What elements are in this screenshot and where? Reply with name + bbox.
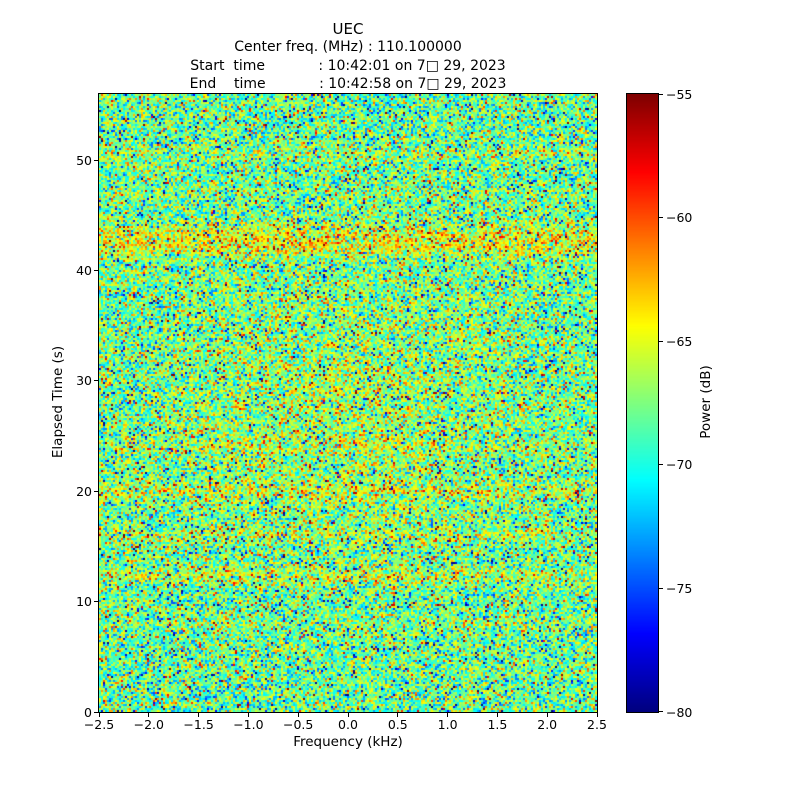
y-tick-label: 0 <box>84 704 92 720</box>
colorbar-tick-label: −75 <box>666 580 693 596</box>
x-tick <box>596 713 598 717</box>
colorbar <box>626 93 659 713</box>
y-tick <box>94 380 98 382</box>
x-tick <box>148 713 150 717</box>
y-tick <box>94 270 98 272</box>
colorbar-tick <box>659 93 663 95</box>
x-tick-label: 1.0 <box>437 717 458 732</box>
colorbar-tick <box>659 217 663 219</box>
x-tick <box>198 713 200 717</box>
colorbar-tick <box>659 340 663 342</box>
x-tick <box>297 713 299 717</box>
x-tick-label: −2.0 <box>133 717 164 732</box>
colorbar-label: Power (dB) <box>698 365 714 439</box>
x-tick <box>447 713 449 717</box>
x-tick <box>98 713 100 717</box>
y-tick <box>94 601 98 603</box>
colorbar-tick-label: −60 <box>666 210 693 226</box>
x-axis-label: Frequency (kHz) <box>293 734 403 750</box>
subtitle-end-time: End time : 10:42:58 on 7□ 29, 2023 <box>189 75 507 92</box>
y-tick-label: 20 <box>76 483 92 499</box>
x-tick <box>247 713 249 717</box>
colorbar-gradient-canvas <box>627 94 658 712</box>
y-tick-label: 30 <box>76 373 92 389</box>
subtitle-center-freq: Center freq. (MHz) : 110.100000 <box>234 39 462 55</box>
heatmap-plot-area <box>98 93 598 713</box>
subtitle-start-time: Start time : 10:42:01 on 7□ 29, 2023 <box>190 57 506 74</box>
y-tick-label: 10 <box>76 594 92 610</box>
x-tick-label: 0.0 <box>338 717 358 732</box>
colorbar-tick-label: −65 <box>666 333 693 349</box>
x-tick-label: −1.0 <box>233 717 264 732</box>
x-tick-label: 2.5 <box>587 717 607 732</box>
y-tick <box>94 490 98 492</box>
x-tick-label: 2.0 <box>537 717 558 732</box>
colorbar-tick-label: −70 <box>666 457 693 473</box>
x-tick-label: −2.5 <box>83 717 115 732</box>
colorbar-tick <box>659 710 663 712</box>
colorbar-tick-label: −80 <box>666 704 693 720</box>
plot-title: UEC <box>332 20 364 38</box>
x-tick-label: 1.5 <box>487 717 508 732</box>
x-tick <box>347 713 349 717</box>
y-tick <box>94 159 98 161</box>
colorbar-tick <box>659 587 663 589</box>
y-tick <box>94 711 98 713</box>
x-tick-label: 0.5 <box>387 717 408 732</box>
spectrogram-heatmap-canvas <box>99 94 597 712</box>
x-tick <box>397 713 399 717</box>
x-tick-label: −1.5 <box>183 717 214 732</box>
x-tick <box>496 713 498 717</box>
y-tick-label: 40 <box>76 263 92 279</box>
y-tick-label: 50 <box>76 152 92 168</box>
colorbar-tick-label: −55 <box>666 86 693 102</box>
x-tick <box>546 713 548 717</box>
x-tick-label: −0.5 <box>283 717 314 732</box>
colorbar-tick <box>659 464 663 466</box>
y-axis-label: Elapsed Time (s) <box>50 345 66 459</box>
